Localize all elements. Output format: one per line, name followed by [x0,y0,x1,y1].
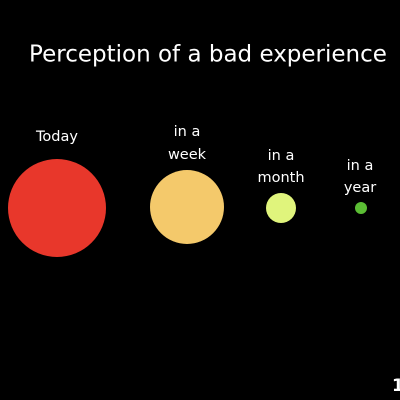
stage-label: in a [347,158,374,174]
stage-label: in a [174,124,201,140]
page-number: 1 [392,376,400,396]
circle-today [8,159,106,257]
stage-label: year [344,180,376,196]
circle-week [150,170,224,244]
stage-label: Today [35,129,78,145]
title: Perception of a bad experience [29,42,387,68]
stage-label: week [168,147,207,163]
circle-year [355,202,367,214]
stage-label: in a [268,148,295,164]
circle-month [266,193,296,223]
stage-label: month [257,170,304,186]
